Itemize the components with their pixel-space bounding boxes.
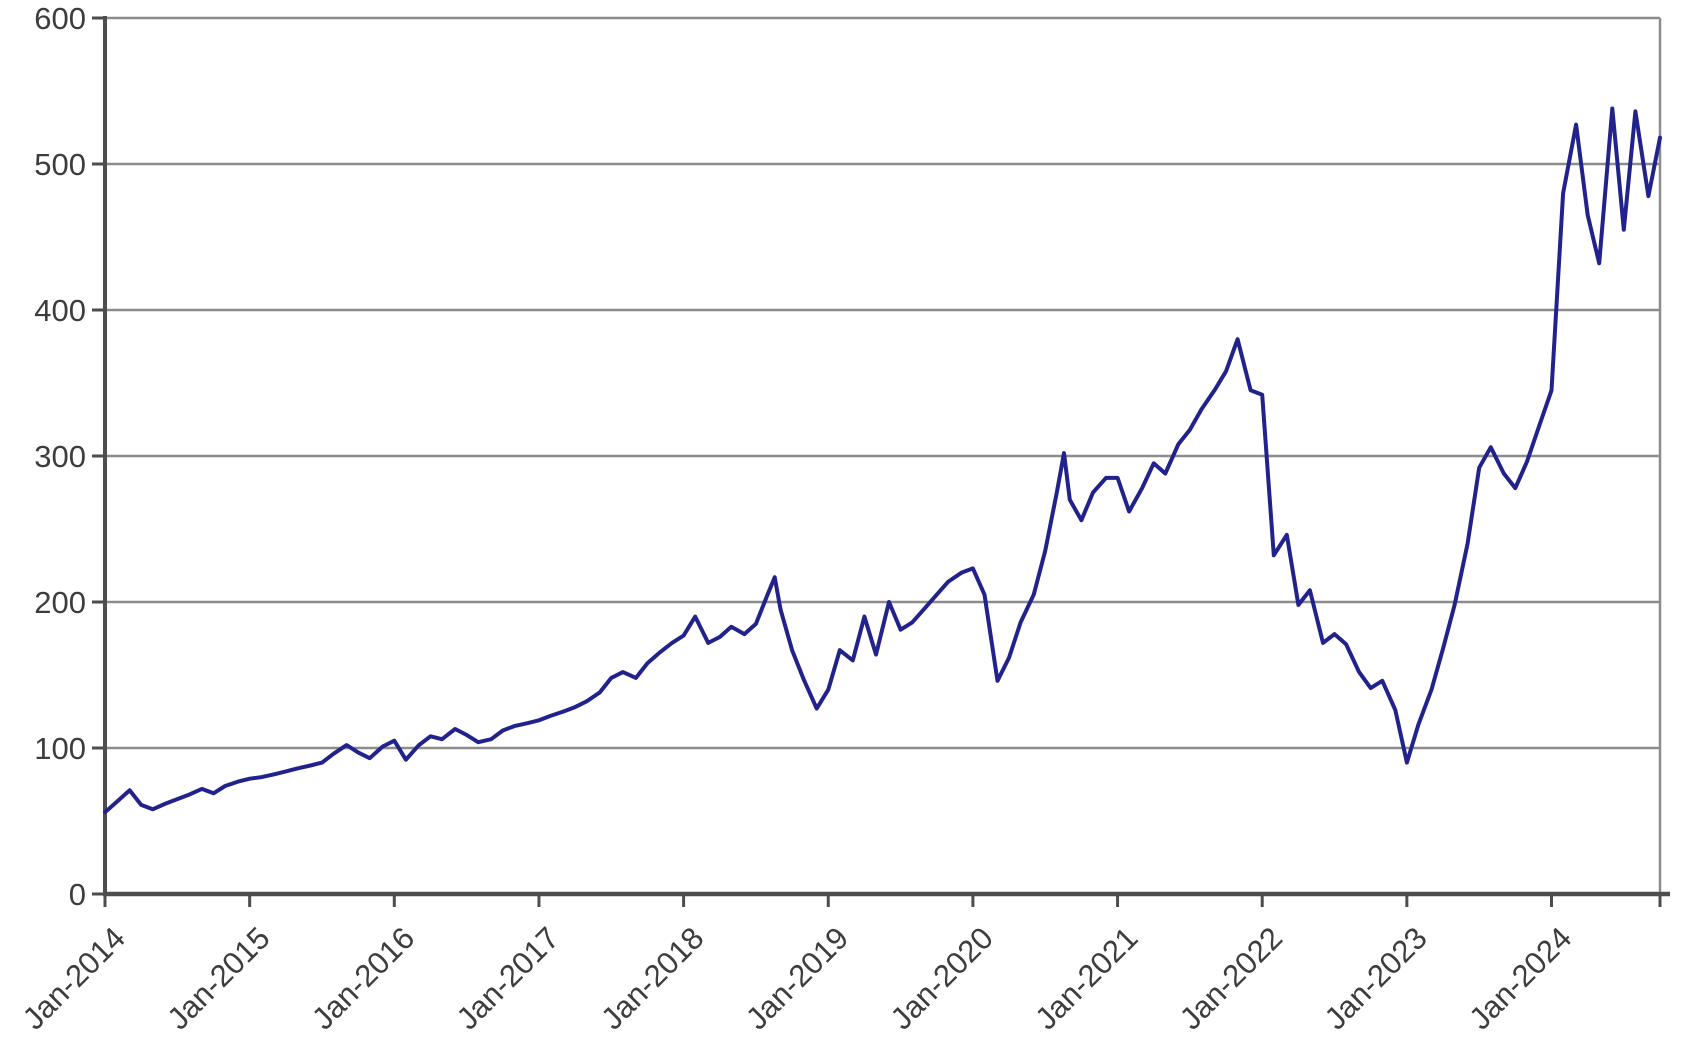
y-axis-tick-label-400: 400 [34,293,86,328]
y-axis-tick-label-200: 200 [34,585,86,620]
x-axis-tick-label-jan-2021: Jan-2021 [1028,920,1144,1036]
y-axis-tick-label-600: 600 [34,1,86,36]
x-axis-tick-label-jan-2014: Jan-2014 [16,920,132,1036]
x-axis-tick-label-jan-2018: Jan-2018 [594,920,710,1036]
x-axis-tick-label-jan-2020: Jan-2020 [884,920,1000,1036]
x-axis-tick-label-jan-2016: Jan-2016 [305,920,421,1036]
x-axis-tick-label-jan-2023: Jan-2023 [1318,920,1434,1036]
series [103,106,1662,815]
tick-marks [92,16,1662,907]
x-axis-tick-label-jan-2015: Jan-2015 [160,920,276,1036]
x-axis-tick-label-jan-2019: Jan-2019 [739,920,855,1036]
gridlines [105,16,1662,894]
x-axis-tick-label-jan-2017: Jan-2017 [450,920,566,1036]
y-axis-tick-label-0: 0 [69,877,86,912]
x-axis-tick-label-jan-2024: Jan-2024 [1462,920,1578,1036]
y-axis-tick-label-500: 500 [34,147,86,182]
series-line-price [103,106,1662,815]
y-axis-tick-label-100: 100 [34,731,86,766]
x-axis-tick-label-jan-2022: Jan-2022 [1173,920,1289,1036]
y-axis-tick-label-300: 300 [34,439,86,474]
